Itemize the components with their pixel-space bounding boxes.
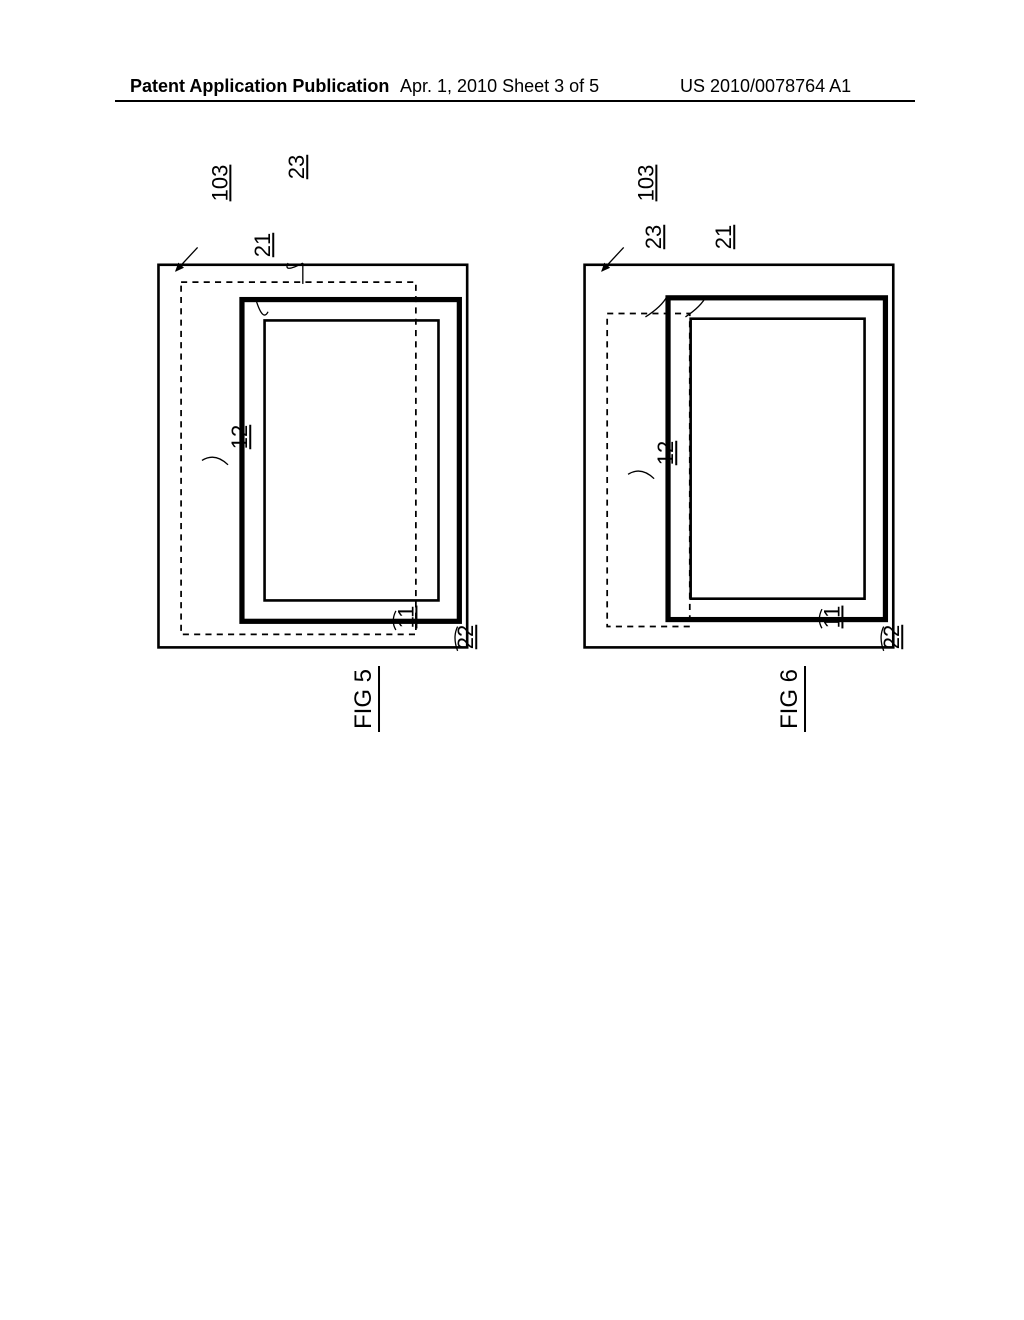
fig5-ref-11: 11	[395, 604, 418, 630]
header-mid: Apr. 1, 2010 Sheet 3 of 5	[400, 76, 599, 97]
header-left: Patent Application Publication	[130, 76, 389, 97]
figure-area: FIG 6 103 12 23 21 11 22 FIG 5 103 12	[115, 160, 915, 1180]
fig6-ref-23: 23	[642, 224, 666, 250]
fig6-ref-11: 11	[821, 604, 844, 630]
fig5-ref-103: 103	[202, 170, 239, 196]
fig6-ref-103: 103	[628, 170, 665, 196]
fig6-ref-21: 21	[712, 224, 736, 250]
fig6-ref-22: 22	[880, 624, 904, 650]
fig5-ref-23: 23	[285, 154, 309, 180]
fig6-ref-12: 12	[654, 440, 678, 466]
fig6-group	[585, 247, 894, 650]
fig5-ref-21: 21	[251, 232, 275, 258]
fig5-ref-22: 22	[454, 624, 478, 650]
header-right: US 2010/0078764 A1	[680, 76, 851, 97]
header-rule	[115, 100, 915, 102]
fig6-label: FIG 6	[758, 684, 824, 714]
page: Patent Application Publication Apr. 1, 2…	[0, 0, 1024, 1320]
fig5-group	[158, 247, 467, 650]
fig5-ref-12: 12	[228, 424, 252, 450]
fig5-label: FIG 5	[332, 684, 398, 714]
